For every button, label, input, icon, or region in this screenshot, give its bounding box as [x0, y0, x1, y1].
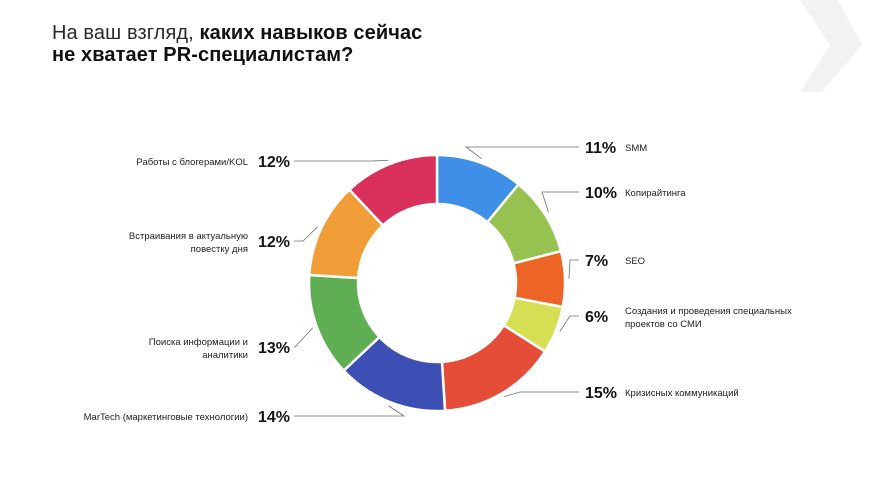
donut-slice — [347, 153, 439, 228]
slice-category-label: Создания и проведения специальных проекто… — [625, 306, 792, 330]
slice-percent-label: 12% — [258, 154, 290, 171]
leader-line — [504, 391, 579, 398]
slice-category-label: Копирайтинга — [625, 188, 686, 199]
title-bold-part: каких навыков сейчас — [199, 22, 423, 44]
title-bold-line2: не хватает PR-специалистам? — [52, 44, 354, 66]
leader-line — [294, 327, 314, 348]
leader-line — [464, 146, 579, 160]
slice-category-label: SEO — [625, 256, 645, 267]
slice-category-label: Встраивания в актуальную повестку дня — [129, 231, 248, 255]
leader-line — [568, 259, 579, 279]
slice-percent-label: 12% — [258, 234, 290, 251]
leader-line — [294, 159, 389, 162]
slice-category-label: Работы с блогерами/KOL — [136, 157, 248, 168]
leader-line — [559, 315, 579, 332]
slice-percent-label: 14% — [258, 409, 290, 426]
slice-percent-label: 7% — [585, 253, 608, 270]
slice-category-label: SMM — [625, 143, 647, 154]
slice-percent-label: 15% — [585, 385, 617, 402]
slice-percent-label: 11% — [585, 140, 616, 157]
slice-category-label: Кризисных коммуникаций — [625, 388, 739, 399]
slice-category-label: MarTech (маркетинговые технологии) — [84, 412, 248, 423]
slice-percent-label: 13% — [258, 340, 290, 357]
leader-line — [294, 226, 318, 242]
page-title: На ваш взгляд, каких навыков сейчас не х… — [52, 22, 572, 66]
leader-line — [541, 191, 579, 213]
leader-line — [294, 405, 406, 417]
slice-percent-label: 6% — [585, 309, 608, 326]
slice-percent-label: 10% — [585, 185, 617, 202]
slice-category-label: Поиска информации и аналитики — [149, 337, 248, 361]
title-light-part: На ваш взгляд, — [52, 22, 194, 44]
